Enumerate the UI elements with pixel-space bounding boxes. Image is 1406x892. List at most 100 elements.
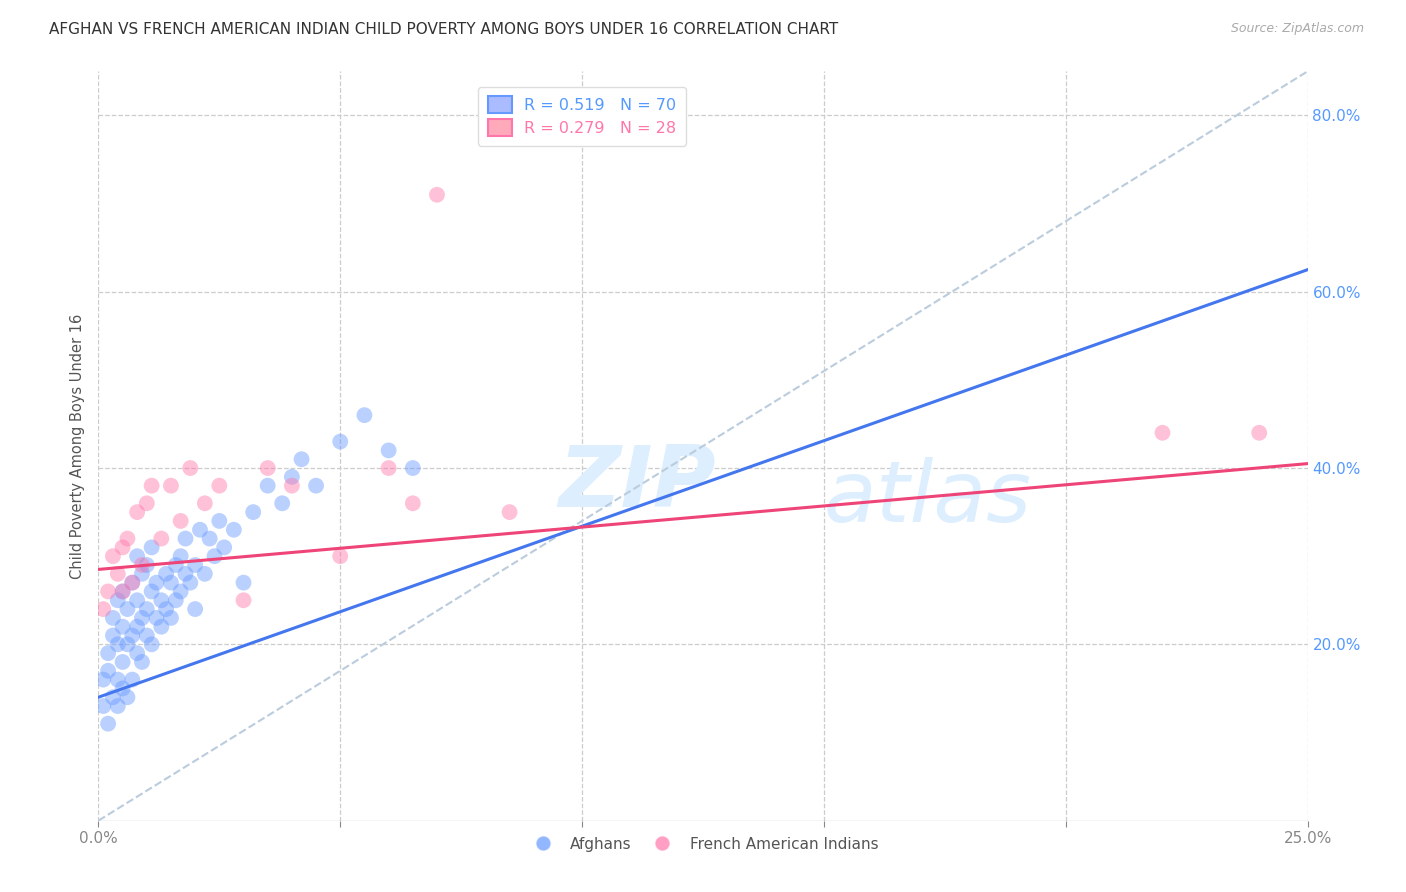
Point [165,593,187,607]
Point [188,523,211,537]
Point [145,575,167,590]
Point [194,566,217,581]
Point [111,584,134,599]
Point [232,593,254,607]
Point [377,461,399,475]
Point [117,637,139,651]
Point [97,646,120,660]
Point [498,505,520,519]
Point [127,620,149,634]
Point [184,558,207,572]
Point [141,541,163,555]
Point [290,452,312,467]
Point [127,549,149,564]
Point [101,549,124,564]
Point [169,514,191,528]
Point [131,655,153,669]
Point [329,434,352,449]
Point [353,408,375,422]
Point [198,532,221,546]
Point [281,470,304,484]
Point [179,461,201,475]
Point [97,584,120,599]
Point [305,478,328,492]
Point [127,646,149,660]
Point [204,549,226,564]
Point [135,602,157,616]
Point [91,602,114,616]
Point [91,673,114,687]
Point [141,637,163,651]
Point [402,461,425,475]
Point [208,478,231,492]
Point [281,478,304,492]
Point [179,575,201,590]
Text: atlas: atlas [824,457,1032,540]
Point [426,187,449,202]
Point [256,461,278,475]
Point [184,602,207,616]
Point [329,549,352,564]
Point [155,566,177,581]
Point [150,532,173,546]
Point [97,716,120,731]
Point [212,541,235,555]
Point [169,584,191,599]
Point [111,584,134,599]
Text: Source: ZipAtlas.com: Source: ZipAtlas.com [1230,22,1364,36]
Point [135,496,157,510]
Point [111,655,134,669]
Point [135,558,157,572]
Point [107,673,129,687]
Point [107,699,129,714]
Point [111,681,134,696]
Point [121,575,143,590]
Text: AFGHAN VS FRENCH AMERICAN INDIAN CHILD POVERTY AMONG BOYS UNDER 16 CORRELATION C: AFGHAN VS FRENCH AMERICAN INDIAN CHILD P… [49,22,838,37]
Point [107,637,129,651]
Point [127,593,149,607]
Point [101,628,124,642]
Point [208,514,231,528]
Point [97,664,120,678]
Point [160,575,183,590]
Text: ZIP: ZIP [558,442,716,525]
Point [121,628,143,642]
Point [127,505,149,519]
Legend: Afghans, French American Indians: Afghans, French American Indians [522,830,884,858]
Point [131,611,153,625]
Point [232,575,254,590]
Point [121,575,143,590]
Point [141,584,163,599]
Point [377,443,399,458]
Point [131,566,153,581]
Point [222,523,245,537]
Point [121,673,143,687]
Point [111,541,134,555]
Point [117,532,139,546]
Point [160,611,183,625]
Point [111,620,134,634]
Point [107,566,129,581]
Point [1152,425,1174,440]
Point [117,690,139,705]
Point [141,478,163,492]
Point [91,699,114,714]
Point [242,505,264,519]
Point [150,620,173,634]
Point [402,496,425,510]
Point [174,566,197,581]
Point [160,478,183,492]
Point [150,593,173,607]
Point [174,532,197,546]
Point [271,496,294,510]
Point [1249,425,1271,440]
Point [155,602,177,616]
Point [256,478,278,492]
Point [194,496,217,510]
Point [131,558,153,572]
Point [101,690,124,705]
Point [135,628,157,642]
Point [107,593,129,607]
Point [169,549,191,564]
Point [165,558,187,572]
